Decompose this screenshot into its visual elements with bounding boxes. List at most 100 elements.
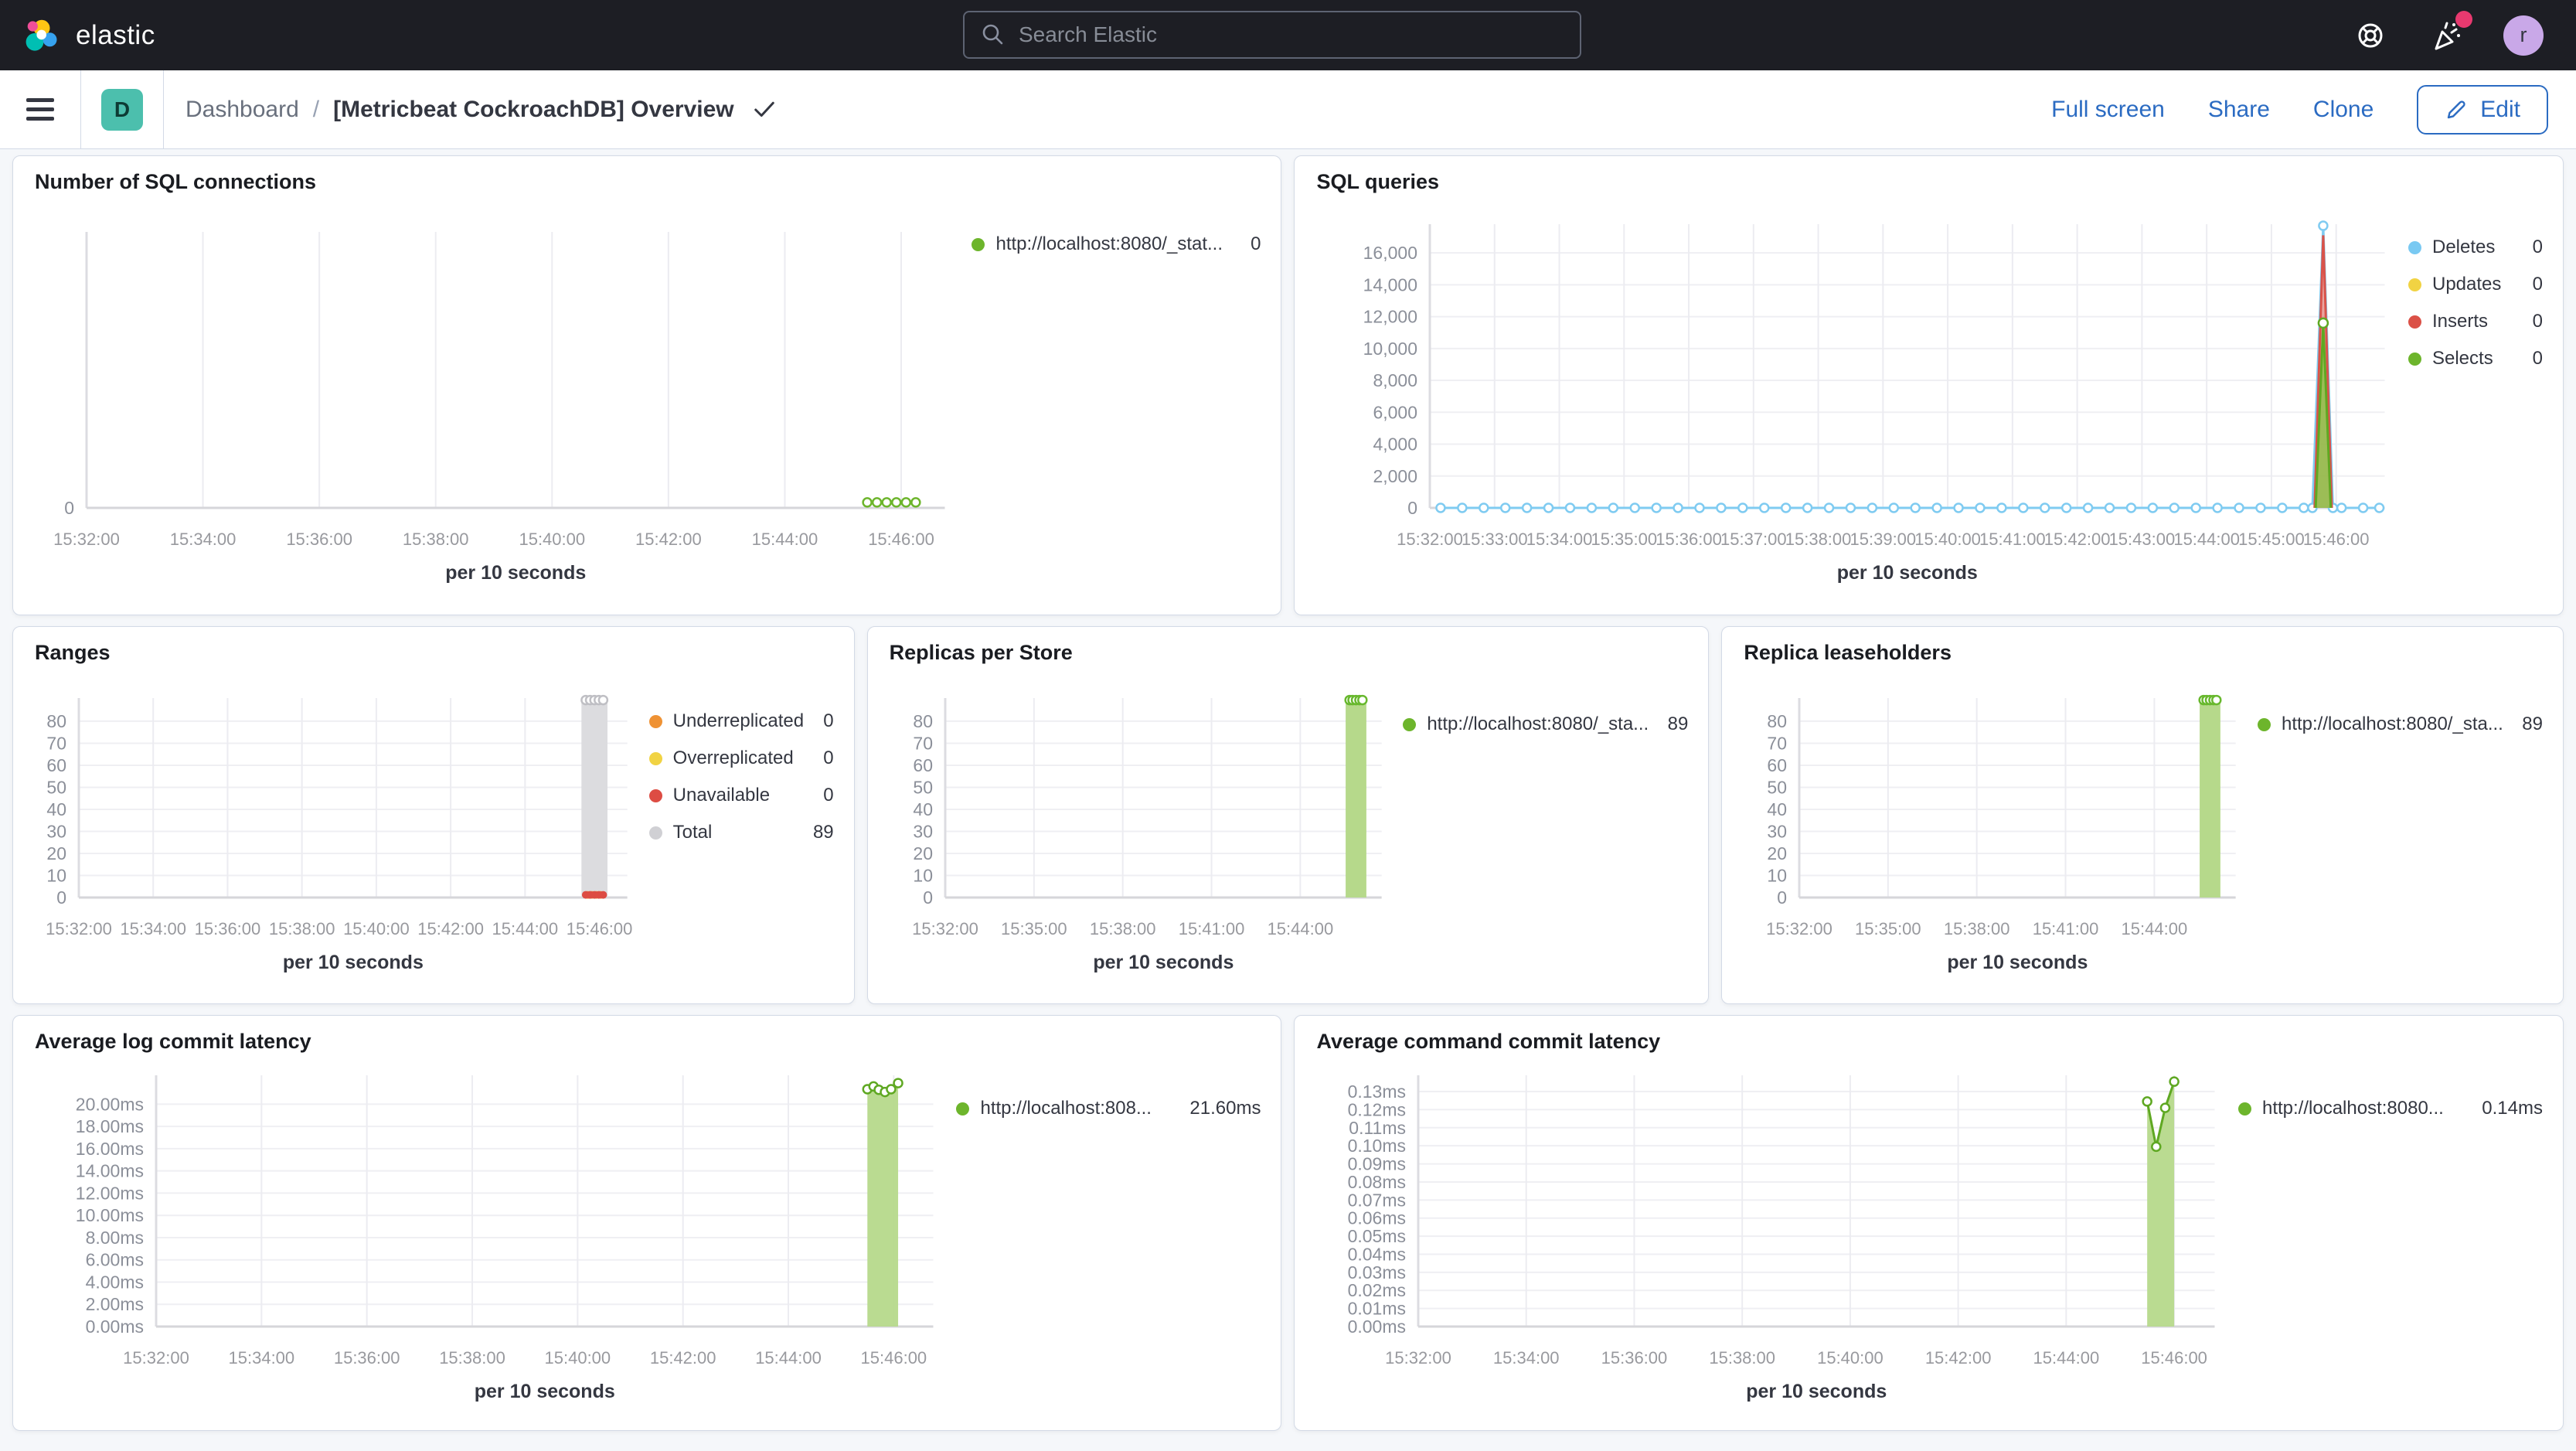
legend-dot <box>2408 352 2421 366</box>
edit-button[interactable]: Edit <box>2417 84 2548 135</box>
search-input[interactable] <box>1019 22 1564 47</box>
legend-item[interactable]: http://localhost:8080... 0.14ms <box>2237 1098 2543 1119</box>
sql-connections-chart[interactable]: 0 15:32:00 15:34:00 15:36:00 15:38:00 15:40:0… <box>13 156 972 615</box>
svg-text:15:32:00: 15:32:00 <box>53 530 120 549</box>
share-button[interactable]: Share <box>2207 96 2270 122</box>
legend-item[interactable]: Selects 0 <box>2408 348 2543 370</box>
legend-dot <box>2408 315 2421 329</box>
legend-item[interactable]: http://localhost:8080/_stat... 0 <box>972 233 1261 255</box>
legend-item[interactable]: http://localhost:8080/_sta... 89 <box>2257 714 2543 735</box>
panel-title[interactable]: Average log commit latency <box>35 1030 311 1053</box>
svg-text:20: 20 <box>46 843 66 863</box>
svg-text:30: 30 <box>1768 821 1788 841</box>
svg-text:14.00ms: 14.00ms <box>76 1161 144 1181</box>
legend-dot <box>2408 240 2421 254</box>
svg-text:20: 20 <box>1768 843 1788 863</box>
svg-text:8.00ms: 8.00ms <box>86 1228 144 1248</box>
avatar-initial: r <box>2520 23 2527 46</box>
panel-ranges: Ranges 0 10 20 30 40 50 60 70 80 15:32:00 15:34:00… <box>12 626 855 1004</box>
legend-item[interactable]: Underreplicated 0 <box>648 710 834 732</box>
legend-value: 0 <box>1251 233 1261 254</box>
legend-value: 0 <box>2532 274 2543 295</box>
title-check-icon[interactable] <box>753 100 776 120</box>
svg-text:15:38:00: 15:38:00 <box>269 919 335 938</box>
svg-text:15:39:00: 15:39:00 <box>1850 530 1917 549</box>
svg-text:15:40:00: 15:40:00 <box>343 919 410 938</box>
hamburger-menu-button[interactable] <box>0 98 80 121</box>
clone-button[interactable]: Clone <box>2312 96 2374 122</box>
legend-item[interactable]: Inserts 0 <box>2408 311 2543 332</box>
help-button[interactable] <box>2352 17 2389 54</box>
svg-text:per 10 seconds: per 10 seconds <box>1948 952 2088 973</box>
legend-label: http://localhost:8080/_sta... <box>1427 714 1649 734</box>
panel-title[interactable]: Average command commit latency <box>1316 1030 1661 1053</box>
legend-value: 89 <box>812 822 834 843</box>
legend-value: 0.14ms <box>2482 1098 2543 1119</box>
svg-text:15:38:00: 15:38:00 <box>439 1348 505 1368</box>
svg-text:4,000: 4,000 <box>1373 434 1418 455</box>
svg-text:14,000: 14,000 <box>1363 274 1417 295</box>
svg-text:15:44:00: 15:44:00 <box>2033 1348 2100 1368</box>
breadcrumb-dashboard-link[interactable]: Dashboard <box>185 96 299 122</box>
svg-text:16,000: 16,000 <box>1363 243 1417 263</box>
legend-item[interactable]: Deletes 0 <box>2408 237 2543 258</box>
full-screen-button[interactable]: Full screen <box>2051 96 2165 122</box>
legend-item[interactable]: Total 89 <box>648 822 834 843</box>
svg-text:10: 10 <box>913 865 933 885</box>
search-icon <box>982 24 1003 45</box>
legend-item[interactable]: Updates 0 <box>2408 274 2543 295</box>
legend-item[interactable]: http://localhost:808... 21.60ms <box>956 1098 1261 1119</box>
legend-value: 89 <box>1667 714 1689 734</box>
svg-text:6.00ms: 6.00ms <box>86 1250 144 1270</box>
svg-text:15:46:00: 15:46:00 <box>2303 530 2370 549</box>
legend-dot <box>956 1102 970 1115</box>
chart-legend: http://localhost:8080/_sta... 89 <box>1403 627 1708 1003</box>
whats-new-button[interactable] <box>2428 10 2472 54</box>
svg-text:per 10 seconds: per 10 seconds <box>283 952 424 973</box>
svg-text:6,000: 6,000 <box>1373 402 1418 422</box>
svg-text:15:34:00: 15:34:00 <box>1493 1348 1560 1368</box>
legend-label: Unavailable <box>672 785 771 806</box>
legend-value: 0 <box>823 710 834 731</box>
svg-text:15:46:00: 15:46:00 <box>868 530 934 549</box>
legend-dot <box>1403 717 1417 731</box>
svg-text:15:38:00: 15:38:00 <box>1785 530 1852 549</box>
svg-text:40: 40 <box>1768 799 1788 819</box>
global-search[interactable] <box>963 11 1581 59</box>
panel-title[interactable]: Replica leaseholders <box>1744 641 1952 664</box>
user-avatar[interactable]: r <box>2503 15 2544 56</box>
sql-queries-chart[interactable]: 0 2,000 4,000 6,000 8,000 10,000 12,000 14,000 1… <box>1295 156 2408 615</box>
svg-text:20.00ms: 20.00ms <box>76 1094 144 1114</box>
svg-text:12.00ms: 12.00ms <box>76 1183 144 1203</box>
panel-title[interactable]: Ranges <box>35 641 111 664</box>
svg-text:0.13ms: 0.13ms <box>1348 1081 1406 1102</box>
legend-value: 0 <box>2532 348 2543 369</box>
svg-text:50: 50 <box>1768 777 1788 797</box>
svg-text:15:37:00: 15:37:00 <box>1720 530 1787 549</box>
legend-label: Selects <box>2431 348 2493 369</box>
elastic-brand[interactable]: elastic <box>0 17 155 54</box>
space-badge[interactable]: D <box>101 88 143 131</box>
svg-text:15:41:00: 15:41:00 <box>2033 919 2099 938</box>
command-commit-latency-chart[interactable]: 0.00ms0.01ms0.02ms0.03ms0.04ms0.05ms0.06… <box>1295 1016 2238 1430</box>
panel-title[interactable]: Number of SQL connections <box>35 170 317 193</box>
edit-button-label: Edit <box>2480 96 2520 122</box>
legend-item[interactable]: Overreplicated 0 <box>648 748 834 769</box>
space-initial: D <box>114 97 131 121</box>
panel-title[interactable]: SQL queries <box>1316 170 1440 193</box>
toolbar: D Dashboard / [Metricbeat CockroachDB] O… <box>0 70 2576 149</box>
svg-text:2.00ms: 2.00ms <box>86 1294 144 1314</box>
svg-text:15:44:00: 15:44:00 <box>2174 530 2241 549</box>
dashboard-grid: Number of SQL connections 0 15:32:00 15:34… <box>0 149 2576 1437</box>
legend-item[interactable]: Unavailable 0 <box>648 785 834 806</box>
svg-text:0.00ms: 0.00ms <box>1348 1316 1406 1337</box>
legend-label: http://localhost:808... <box>980 1098 1152 1119</box>
svg-text:10,000: 10,000 <box>1363 339 1417 359</box>
svg-text:40: 40 <box>46 799 66 819</box>
legend-item[interactable]: http://localhost:8080/_sta... 89 <box>1403 714 1688 735</box>
panel-title[interactable]: Replicas per Store <box>889 641 1073 664</box>
